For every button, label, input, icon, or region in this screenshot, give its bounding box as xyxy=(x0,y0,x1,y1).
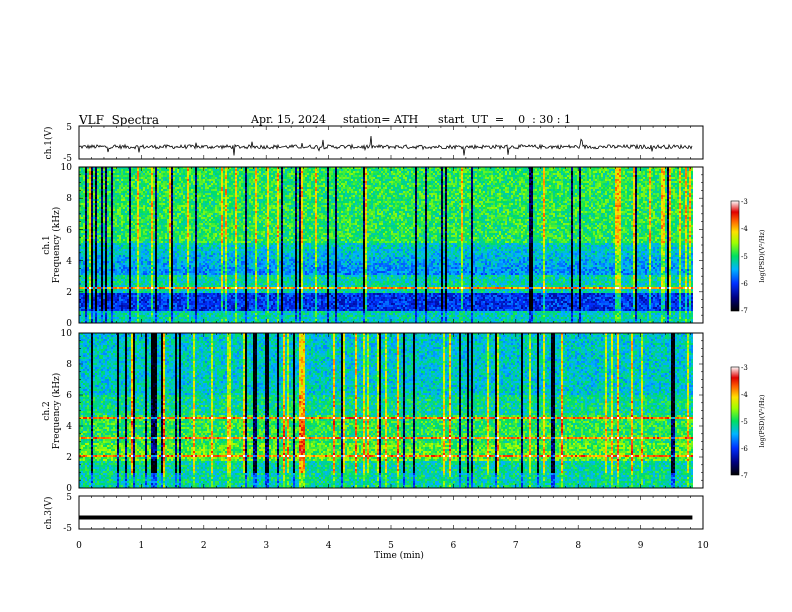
axis-ticks xyxy=(78,126,704,529)
ch1-spectrogram-image xyxy=(79,167,693,323)
xtick-10: 10 xyxy=(697,541,709,551)
ch1-ytick-top: 5 xyxy=(66,123,72,133)
ch3-ylabel: ch.3(V) xyxy=(43,497,54,530)
start-ut-label: start UT = 0 : 30 : 1 xyxy=(438,113,571,126)
ch1-cb-tick-m4: -4 xyxy=(741,225,748,233)
ch1-cb-tick-m3: -3 xyxy=(741,198,748,206)
xtick-8: 8 xyxy=(575,541,581,551)
ch2-cb-tick-m4: -4 xyxy=(741,391,748,399)
ch1-ylabel: ch.1(V) xyxy=(43,127,54,160)
ch1-ftick-6: 6 xyxy=(66,226,72,236)
xtick-7: 7 xyxy=(513,541,519,551)
x-axis-label: Time (min) xyxy=(374,550,424,561)
ch2-ftick-6: 6 xyxy=(66,391,72,401)
ch1-waveform-panel: 5 -5 ch.1(V) xyxy=(43,123,704,164)
ch2-spectrogram-image xyxy=(79,333,693,488)
xtick-0: 0 xyxy=(76,541,82,551)
ch1-freq-ylabel: Frequency (kHz) xyxy=(51,207,62,284)
ch3-ytick-top: 5 xyxy=(66,493,72,503)
date-label: Apr. 15, 2024 xyxy=(251,113,326,126)
ch2-colorbar-label: log(PSD)(V²/Hz) xyxy=(758,394,766,447)
ch2-cb-tick-m6: -6 xyxy=(741,445,748,453)
xtick-4: 4 xyxy=(326,541,332,551)
xtick-6: 6 xyxy=(451,541,457,551)
ch3-ytick-bottom: -5 xyxy=(63,524,72,534)
ch1-ftick-10: 10 xyxy=(61,163,73,173)
ch1-ftick-4: 4 xyxy=(66,257,72,267)
ch1-colorbar-label: log(PSD)(V²/Hz) xyxy=(758,229,766,282)
ch1-cb-tick-m5: -5 xyxy=(741,253,748,261)
ch1-ftick-2: 2 xyxy=(66,288,72,298)
xtick-5: 5 xyxy=(388,541,394,551)
ch1-colorbar xyxy=(730,200,740,312)
xtick-9: 9 xyxy=(638,541,644,551)
ch2-ftick-8: 8 xyxy=(66,360,72,370)
ch2-freq-ylabel: Frequency (kHz) xyxy=(51,373,62,450)
ch1-ftick-0: 0 xyxy=(66,319,72,329)
ch2-cb-tick-m7: -7 xyxy=(741,472,748,480)
ch2-cb-tick-m5: -5 xyxy=(741,418,748,426)
xtick-3: 3 xyxy=(263,541,269,551)
ch1-ytick-bottom: -5 xyxy=(63,154,72,164)
ch2-cb-tick-m3: -3 xyxy=(741,364,748,372)
station-label: station= ATH xyxy=(343,113,418,126)
xtick-2: 2 xyxy=(201,541,207,551)
ch1-channel-label: ch.1 xyxy=(42,235,52,254)
figure-title: VLF Spectra xyxy=(79,113,159,127)
ch1-waveform-line xyxy=(78,135,693,156)
ch2-colorbar xyxy=(730,366,740,476)
ch2-channel-label: ch.2 xyxy=(42,401,52,420)
x-axis: 0 1 2 3 4 5 6 7 8 9 10 Time (min) xyxy=(76,541,709,561)
ch2-spectrogram-panel: 0 2 4 6 8 10 ch.2 Frequency (kHz) -3 -4 … xyxy=(42,329,766,494)
ch2-ftick-0: 0 xyxy=(66,484,72,494)
ch1-cb-tick-m7: -7 xyxy=(741,307,748,315)
xtick-1: 1 xyxy=(139,541,145,551)
ch3-waveform-panel: 5 -5 ch.3(V) xyxy=(43,493,704,534)
ch2-ftick-2: 2 xyxy=(66,453,72,463)
ch1-ftick-8: 8 xyxy=(66,194,72,204)
ch1-spectrogram-panel: 0 2 4 6 8 10 ch.1 Frequency (kHz) -3 -4 … xyxy=(42,163,766,329)
ch2-ftick-4: 4 xyxy=(66,422,72,432)
ch2-ftick-10: 10 xyxy=(61,329,73,339)
ch1-cb-tick-m6: -6 xyxy=(741,280,748,288)
